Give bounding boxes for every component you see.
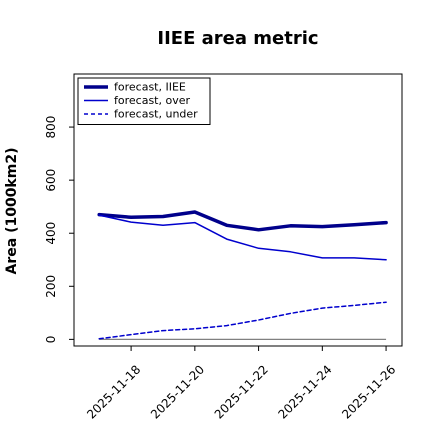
- y-axis-label: Area (1000km2): [4, 148, 20, 275]
- x-tick-label: 2025-11-24: [275, 362, 334, 421]
- plot-frame: [73, 73, 403, 347]
- y-tick-label: 200: [44, 275, 58, 298]
- x-tick-label: 2025-11-26: [339, 362, 398, 421]
- x-tick-label: 2025-11-18: [84, 362, 143, 421]
- y-tick-label: 800: [44, 116, 58, 139]
- series-line-0: [97, 210, 388, 232]
- legend-label-2: forecast, under: [114, 108, 198, 121]
- y-tick-label: 0: [44, 336, 58, 344]
- legend-label-1: forecast, over: [114, 94, 190, 107]
- chart-title: IIEE area metric: [157, 28, 318, 49]
- y-tick-label: 600: [44, 169, 58, 192]
- series-line-1: [98, 214, 387, 261]
- x-tick-label: 2025-11-22: [212, 362, 271, 421]
- series-line-2: [98, 301, 387, 340]
- y-tick-label: 400: [44, 222, 58, 245]
- legend-label-0: forecast, IIEE: [114, 81, 186, 94]
- x-tick-label: 2025-11-20: [148, 362, 207, 421]
